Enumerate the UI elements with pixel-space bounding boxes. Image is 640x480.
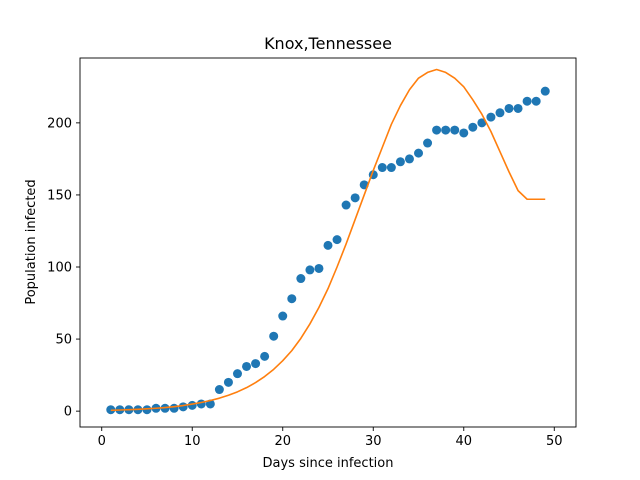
plot-area (79, 57, 577, 428)
data-point (468, 122, 478, 132)
y-tick-label: 50 (55, 333, 72, 348)
data-point (251, 359, 261, 369)
data-point (305, 265, 315, 275)
chart-title: Knox,Tennessee (264, 34, 392, 53)
data-point (459, 128, 469, 138)
y-tick-label: 100 (47, 261, 72, 276)
data-point (495, 108, 505, 118)
data-point (314, 263, 324, 273)
data-point (232, 369, 242, 379)
data-point (423, 138, 433, 148)
x-tick-label: 20 (274, 434, 291, 449)
data-point (441, 125, 451, 135)
data-point (296, 274, 306, 284)
data-point (323, 240, 333, 250)
data-point (540, 86, 550, 96)
data-point (214, 385, 224, 395)
data-point (513, 103, 523, 113)
data-point (386, 163, 396, 173)
y-tick-label: 0 (64, 405, 72, 420)
data-point (504, 103, 514, 113)
data-point (332, 235, 342, 245)
y-axis: 0 50 100 150 200 (47, 116, 80, 420)
y-axis-label: Population infected (24, 179, 39, 304)
data-point (287, 294, 297, 304)
data-point (450, 125, 460, 135)
data-point (142, 405, 152, 415)
data-point (196, 399, 206, 409)
x-tick-label: 0 (98, 434, 106, 449)
data-point (377, 163, 387, 173)
data-point (260, 351, 270, 361)
model-curve-line (110, 68, 546, 412)
data-point (223, 377, 233, 387)
data-point (269, 331, 279, 341)
data-point (477, 118, 487, 128)
data-point (341, 200, 351, 210)
data-point (350, 193, 360, 203)
data-point (522, 96, 532, 106)
data-point (278, 311, 288, 321)
plot-frame (79, 57, 577, 428)
data-point (414, 148, 424, 158)
data-point (486, 112, 496, 122)
data-point (395, 157, 405, 167)
x-tick-label: 30 (365, 434, 382, 449)
data-point (432, 125, 442, 135)
data-point (169, 403, 179, 413)
data-point (531, 96, 541, 106)
y-tick-label: 150 (47, 188, 72, 203)
data-point (404, 154, 414, 164)
x-axis-label: Days since infection (263, 456, 394, 471)
data-point (178, 402, 188, 412)
x-tick-label: 40 (455, 434, 472, 449)
x-tick-label: 10 (184, 434, 201, 449)
x-tick-label: 50 (546, 434, 563, 449)
x-axis: 0 10 20 30 40 50 (98, 427, 563, 449)
data-point (242, 361, 252, 371)
y-tick-label: 200 (47, 116, 72, 131)
